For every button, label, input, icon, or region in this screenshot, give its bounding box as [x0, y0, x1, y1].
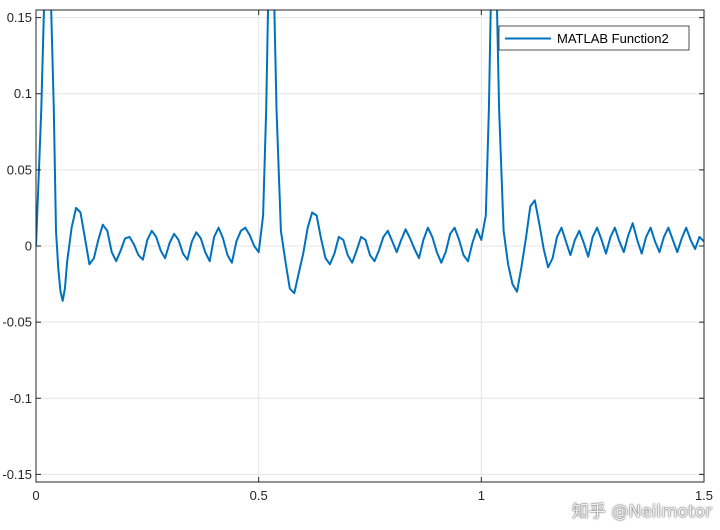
y-tick-label: 0	[25, 239, 32, 254]
tick-labels: 0 0.5 1 1.5 0.15 0.1 0.05 0 -0.05 -0.1 -0.15	[2, 10, 713, 503]
x-tick-label: 0	[32, 488, 39, 503]
tick-marks	[35, 10, 705, 482]
series-layer	[36, 10, 704, 302]
y-tick-label: -0.05	[2, 315, 32, 330]
legend-entry-label: MATLAB Function2	[557, 31, 669, 46]
y-tick-label: 0.15	[7, 10, 32, 25]
y-tick-label: -0.1	[10, 391, 32, 406]
x-tick-label: 1	[478, 488, 485, 503]
y-tick-label: 0.1	[14, 86, 32, 101]
grid-lines	[36, 10, 704, 482]
y-tick-label: 0.05	[7, 162, 32, 177]
legend: MATLAB Function2	[498, 25, 690, 51]
plot-area: 0 0.5 1 1.5 0.15 0.1 0.05 0 -0.05 -0.1 -0.15	[2, 9, 713, 503]
x-tick-label: 1.5	[695, 488, 713, 503]
watermark: 知乎 @Neilmotor	[571, 502, 712, 522]
y-tick-label: -0.15	[2, 467, 32, 482]
series-line	[36, 10, 704, 302]
x-tick-label: 0.5	[250, 488, 268, 503]
